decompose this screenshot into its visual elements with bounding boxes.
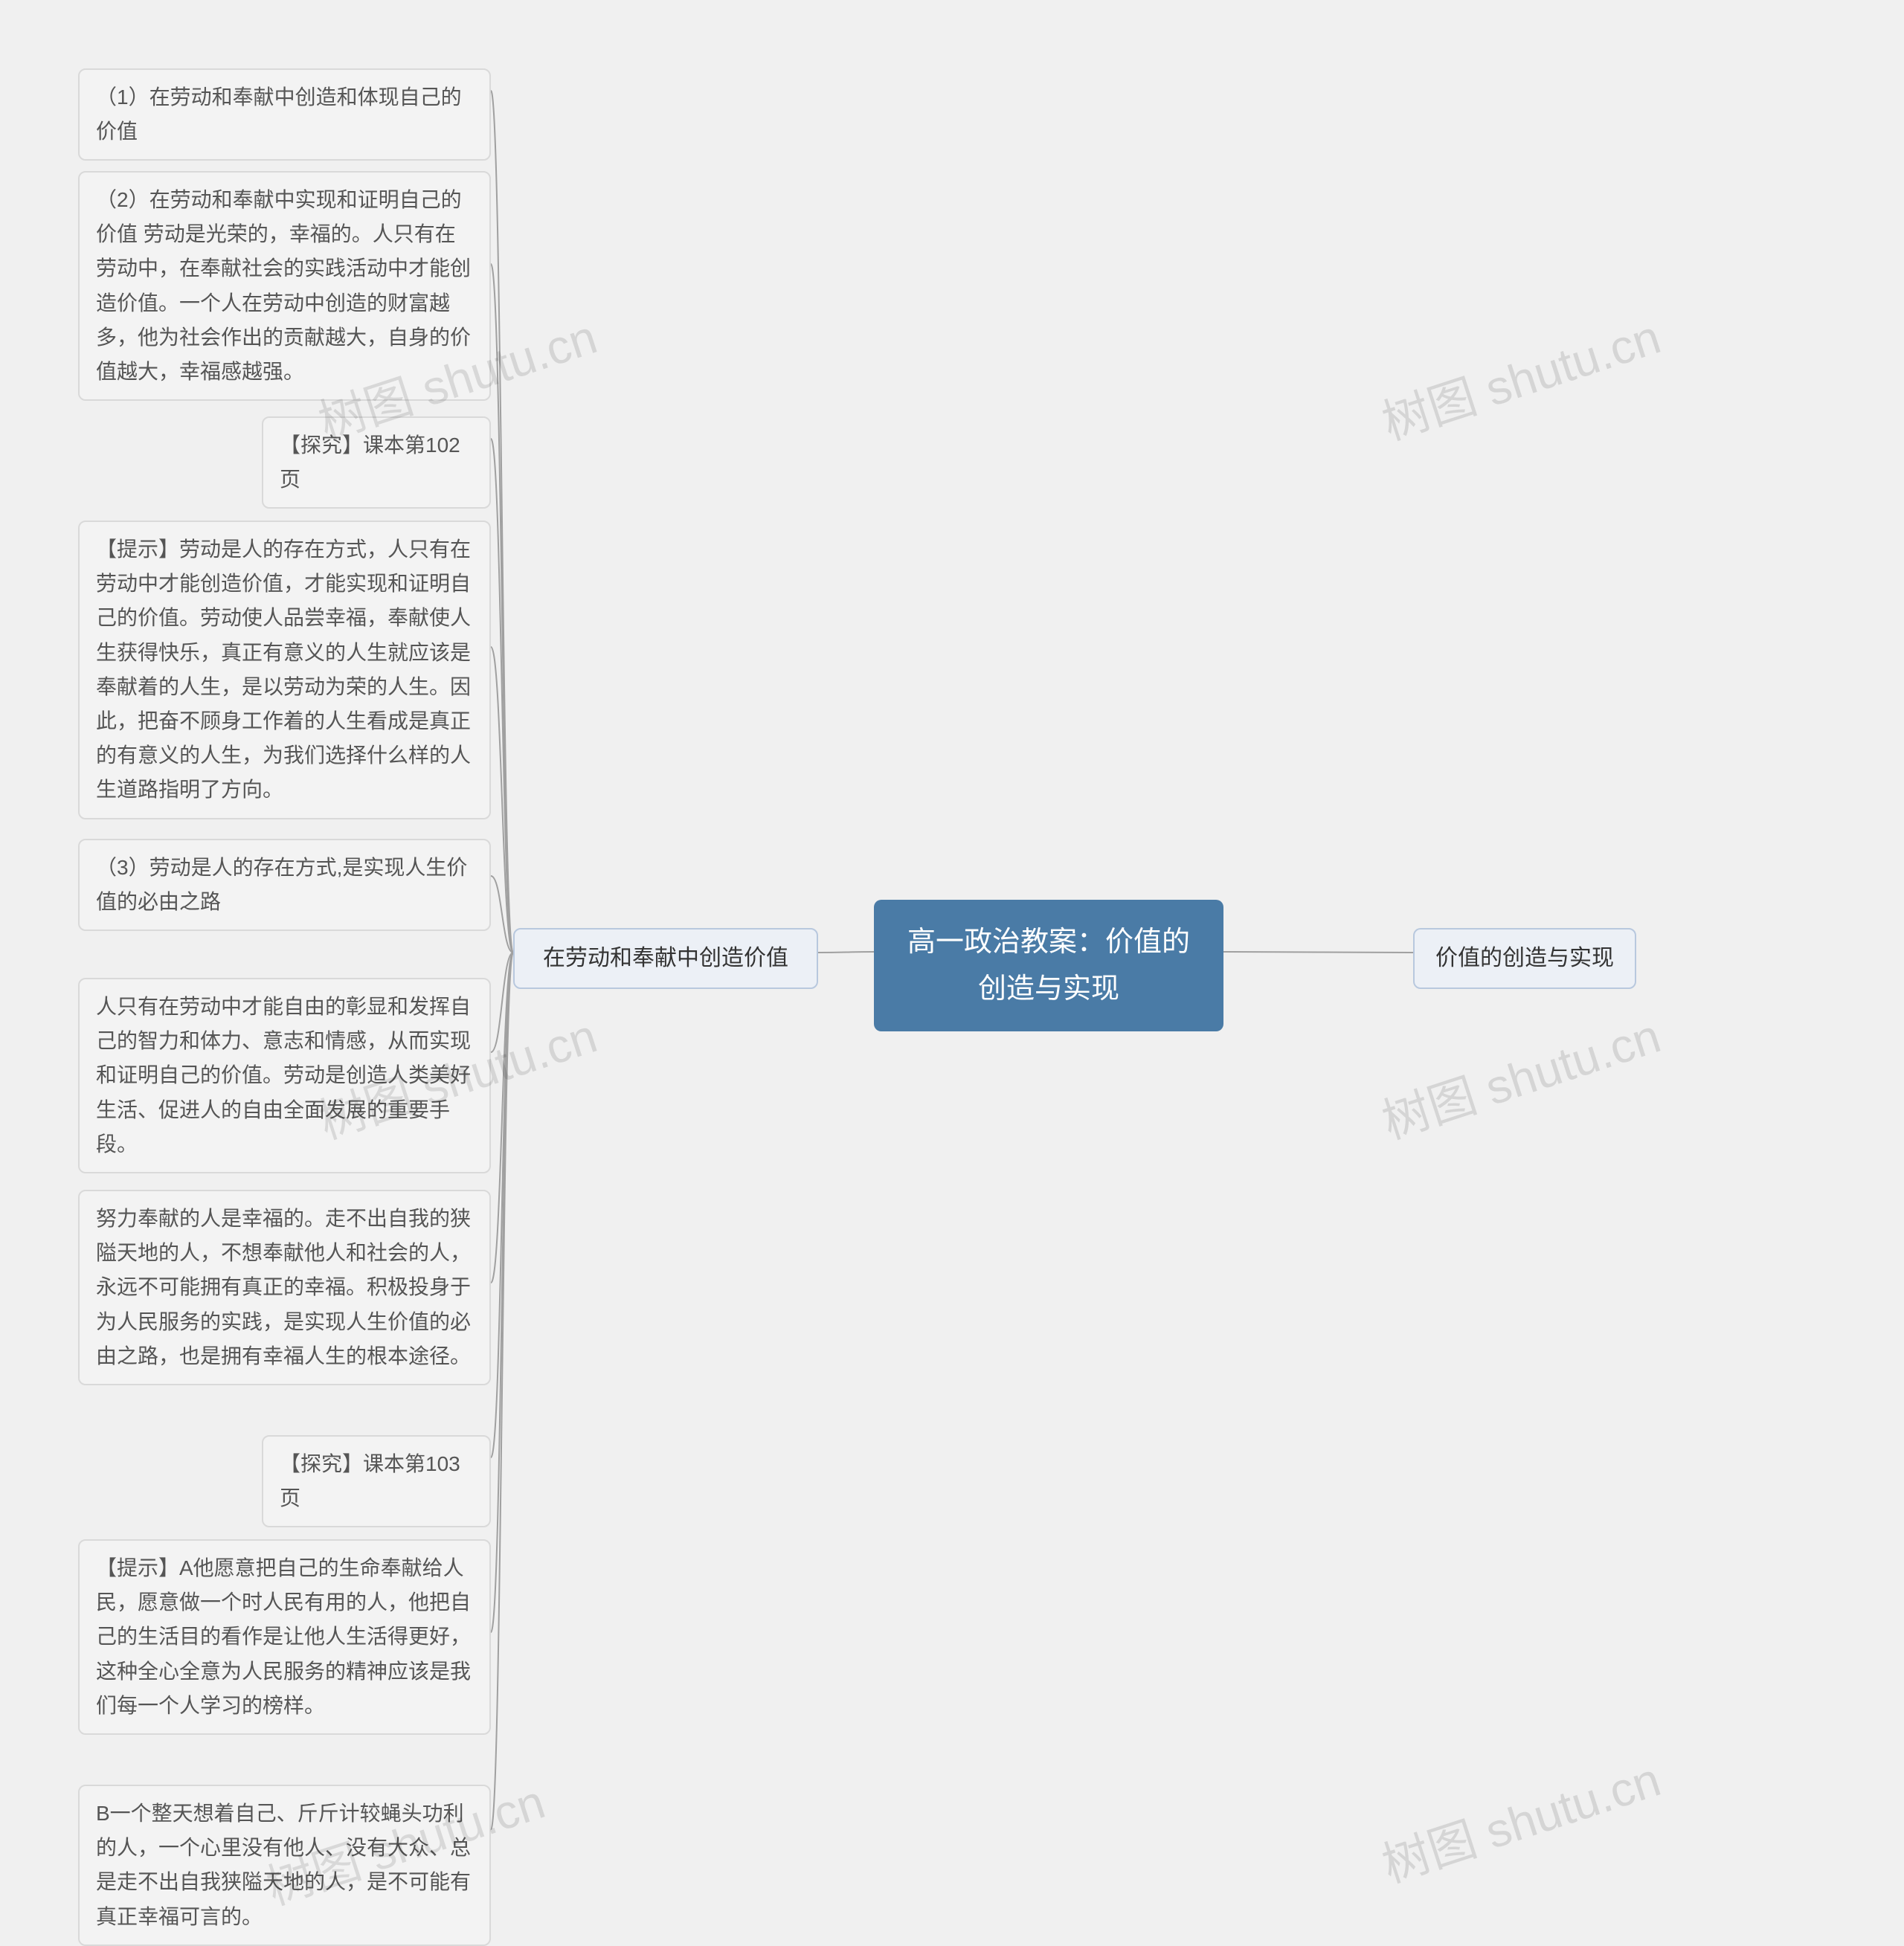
leaf-text: 【探究】课本第102页 [280,434,460,491]
leaf-text: 【提示】A他愿意把自己的生命奉献给人民，愿意做一个时人民有用的人，他把自己的生活… [96,1556,471,1717]
leaf-text: 【探究】课本第103页 [280,1452,460,1510]
leaf-node: （3）劳动是人的存在方式,是实现人生价值的必由之路 [78,839,491,931]
mindmap-canvas: 高一政治教案：价值的创造与实现 价值的创造与实现 在劳动和奉献中创造价值 （1）… [0,0,1904,1881]
leaf-text: B一个整天想着自己、斤斤计较蝇头功利的人，一个心里没有他人、没有大众、总是走不出… [96,1802,471,1928]
leaf-node: B一个整天想着自己、斤斤计较蝇头功利的人，一个心里没有他人、没有大众、总是走不出… [78,1785,491,1946]
watermark: 树图 shutu.cn [1372,299,1667,453]
root-label: 高一政治教案：价值的创造与实现 [907,927,1190,1005]
leaf-node: （1）在劳动和奉献中创造和体现自己的价值 [78,68,491,161]
branch-left-label: 在劳动和奉献中创造价值 [543,946,788,970]
leaf-node: 【探究】课本第103页 [262,1435,491,1527]
leaf-text: （2）在劳动和奉献中实现和证明自己的价值 劳动是光荣的，幸福的。人只有在劳动中，… [96,188,471,383]
leaf-node: （2）在劳动和奉献中实现和证明自己的价值 劳动是光荣的，幸福的。人只有在劳动中，… [78,171,491,401]
leaf-node: 【提示】劳动是人的存在方式，人只有在劳动中才能创造价值，才能实现和证明自己的价值… [78,521,491,819]
leaf-node: 【探究】课本第102页 [262,416,491,509]
branch-left: 在劳动和奉献中创造价值 [513,928,818,989]
leaf-text: 【提示】劳动是人的存在方式，人只有在劳动中才能创造价值，才能实现和证明自己的价值… [96,538,471,801]
root-node: 高一政治教案：价值的创造与实现 [874,900,1223,1031]
watermark: 树图 shutu.cn [1372,998,1667,1152]
leaf-node: 人只有在劳动中才能自由的彰显和发挥自己的智力和体力、意志和情感，从而实现和证明自… [78,978,491,1173]
branch-right: 价值的创造与实现 [1413,928,1636,989]
leaf-text: （3）劳动是人的存在方式,是实现人生价值的必由之路 [96,856,467,913]
leaf-node: 努力奉献的人是幸福的。走不出自我的狭隘天地的人，不想奉献他人和社会的人，永远不可… [78,1190,491,1385]
leaf-text: （1）在劳动和奉献中创造和体现自己的价值 [96,86,462,143]
branch-right-label: 价值的创造与实现 [1435,946,1614,970]
leaf-text: 人只有在劳动中才能自由的彰显和发挥自己的智力和体力、意志和情感，从而实现和证明自… [96,995,471,1156]
leaf-node: 【提示】A他愿意把自己的生命奉献给人民，愿意做一个时人民有用的人，他把自己的生活… [78,1539,491,1735]
leaf-text: 努力奉献的人是幸福的。走不出自我的狭隘天地的人，不想奉献他人和社会的人，永远不可… [96,1207,471,1367]
watermark: 树图 shutu.cn [1372,1742,1667,1895]
